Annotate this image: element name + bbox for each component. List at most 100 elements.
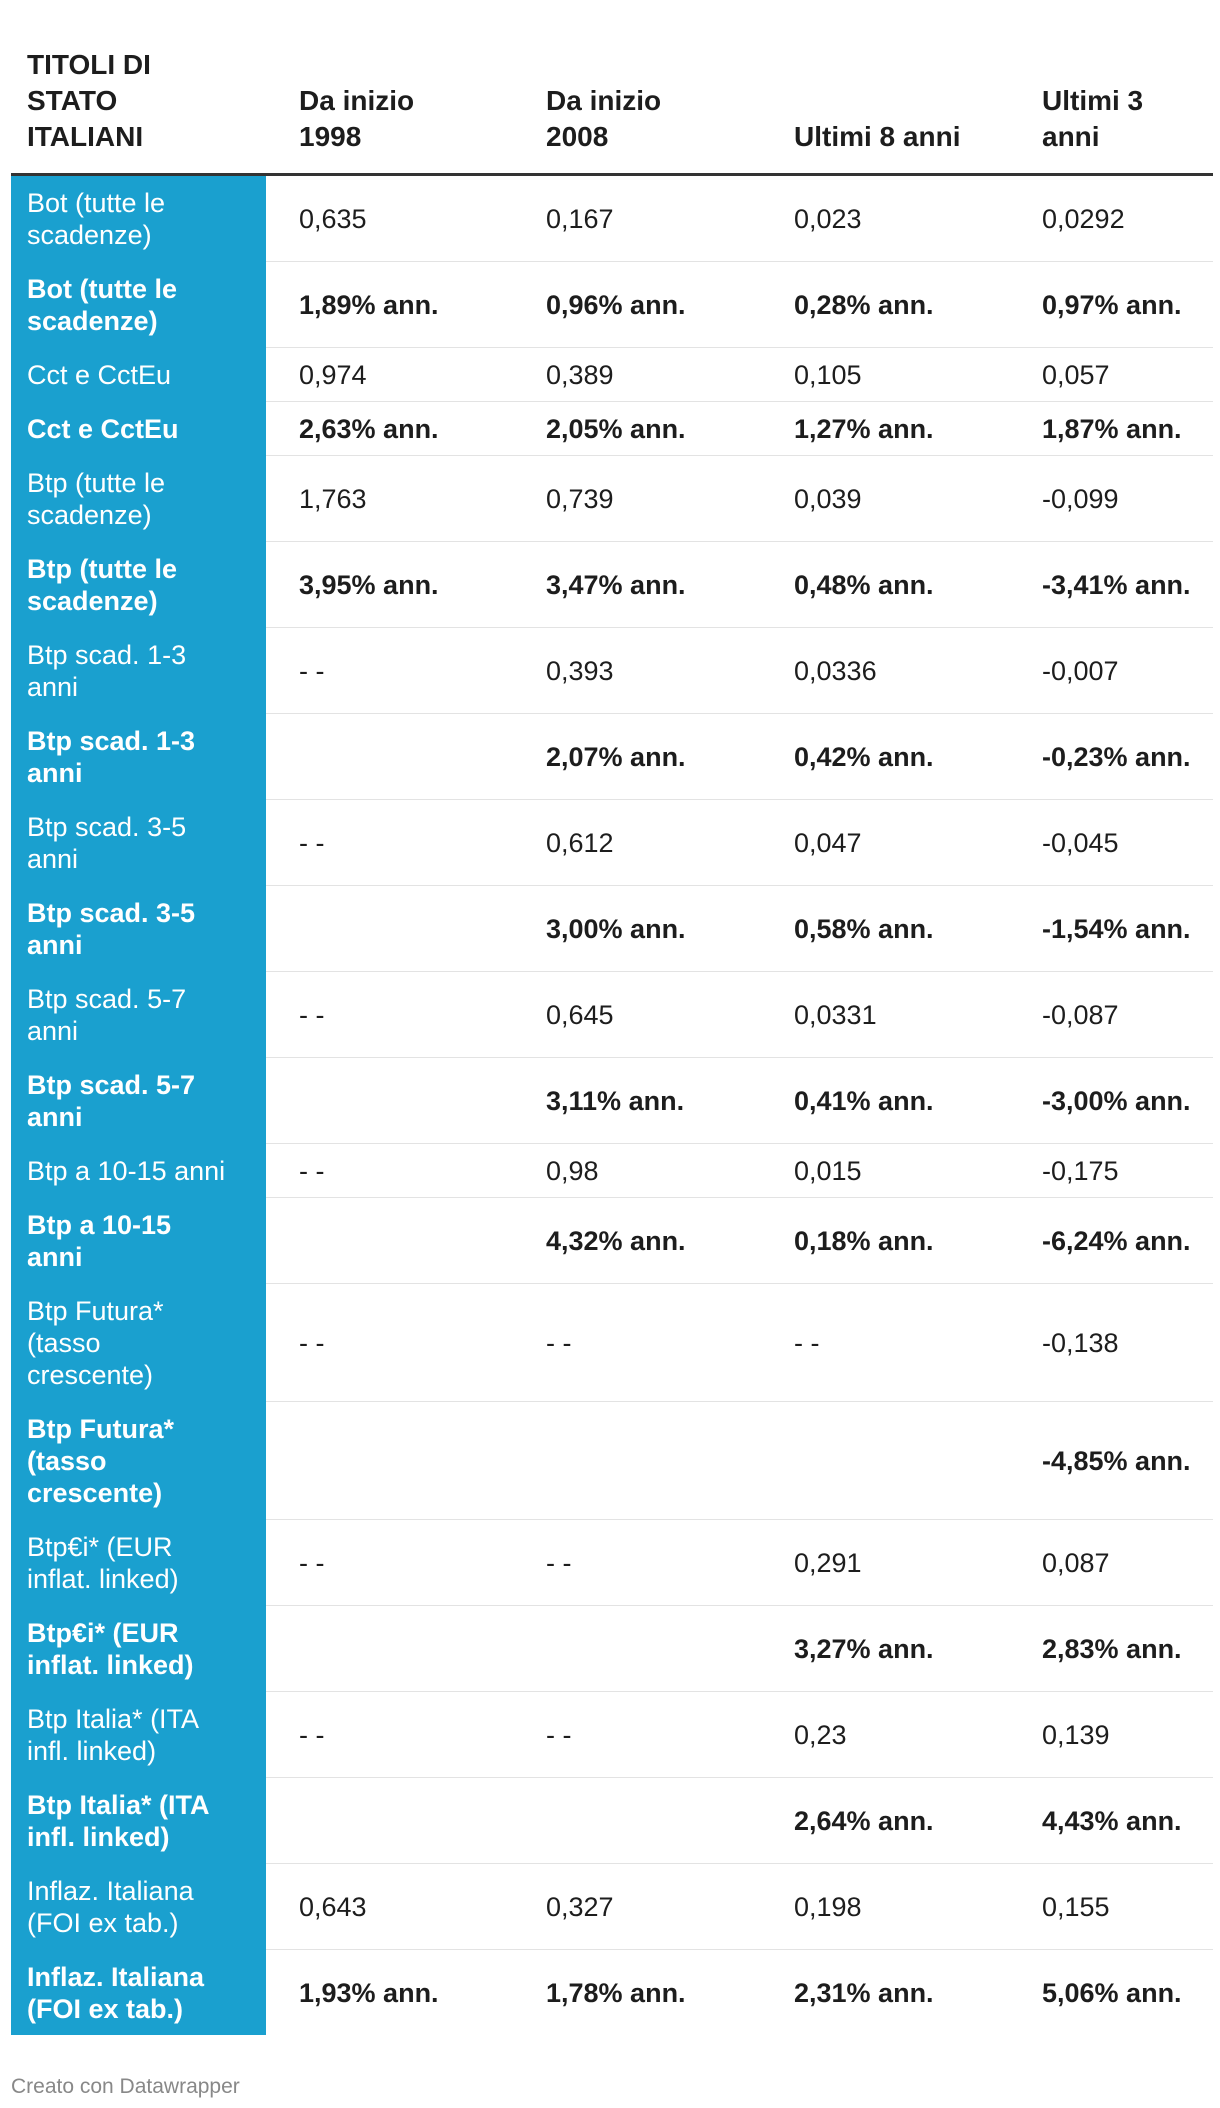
cell-ultimi-3-anni: -0,099: [1009, 456, 1213, 542]
cell-da-inizio-2008: - -: [513, 1520, 761, 1606]
cell-ultimi-3-anni: -0,175: [1009, 1144, 1213, 1198]
table-row: Bot (tutte le scadenze) 1,89% ann. 0,96% a…: [11, 262, 1213, 348]
cell-da-inizio-2008: 2,07% ann.: [513, 714, 761, 800]
cell-ultimi-8-anni: 0,58% ann.: [761, 886, 1009, 972]
table-row: Inflaz. Italiana (FOI ex tab.) 1,93% ann.…: [11, 1950, 1213, 2035]
cell-da-inizio-2008: [513, 1778, 761, 1864]
table-header: TITOLI DI STATO ITALIANI Da inizio 1998 …: [11, 0, 1213, 176]
cell-ultimi-8-anni: 0,0336: [761, 628, 1009, 714]
cell-da-inizio-1998: - -: [266, 1144, 513, 1198]
cell-ultimi-3-anni: -0,138: [1009, 1284, 1213, 1402]
cell-da-inizio-1998: [266, 1402, 513, 1520]
row-label: Btp Futura* (tasso crescente): [11, 1284, 266, 1402]
cell-da-inizio-2008: - -: [513, 1284, 761, 1402]
table-row: Btp (tutte le scadenze) 3,95% ann. 3,47% a…: [11, 542, 1213, 628]
cell-ultimi-3-anni: -0,23% ann.: [1009, 714, 1213, 800]
cell-ultimi-3-anni: 0,97% ann.: [1009, 262, 1213, 348]
cell-da-inizio-1998: [266, 886, 513, 972]
cell-ultimi-8-anni: 0,0331: [761, 972, 1009, 1058]
table-row: Btp Futura* (tasso crescente) -4,85% ann.: [11, 1402, 1213, 1520]
table-row: Btp Futura* (tasso crescente) - -- -- - -0…: [11, 1284, 1213, 1402]
table-row: Btp scad. 5-7 anni 3,11% ann. 0,41% ann. -3…: [11, 1058, 1213, 1144]
cell-ultimi-8-anni: 0,291: [761, 1520, 1009, 1606]
cell-da-inizio-1998: 2,63% ann.: [266, 402, 513, 456]
cell-da-inizio-2008: - -: [513, 1692, 761, 1778]
table-row: Btp€i* (EUR inflat. linked) - -- -0,291 0,…: [11, 1520, 1213, 1606]
row-label: Btp (tutte le scadenze): [11, 542, 266, 628]
cell-da-inizio-1998: [266, 1778, 513, 1864]
row-label: Cct e CctEu: [11, 402, 266, 456]
row-label: Btp scad. 5-7 anni: [11, 1058, 266, 1144]
cell-da-inizio-2008: 3,11% ann.: [513, 1058, 761, 1144]
cell-da-inizio-1998: 0,974: [266, 348, 513, 402]
table-row: Btp scad. 3-5 anni 3,00% ann. 0,58% ann. -1…: [11, 886, 1213, 972]
cell-ultimi-8-anni: 1,27% ann.: [761, 402, 1009, 456]
table-row: Bot (tutte le scadenze) 0,635 0,167 0,023 0,…: [11, 176, 1213, 262]
cell-ultimi-3-anni: 0,057: [1009, 348, 1213, 402]
header-ultimi-3-anni: Ultimi 3 anni: [1009, 0, 1213, 176]
footer-credit-link[interactable]: Creato con Datawrapper: [11, 2075, 240, 2098]
table-row: Btp a 10-15 anni 4,32% ann. 0,18% ann. -6,2…: [11, 1198, 1213, 1284]
cell-ultimi-3-anni: 4,43% ann.: [1009, 1778, 1213, 1864]
cell-da-inizio-2008: 0,393: [513, 628, 761, 714]
cell-da-inizio-2008: 1,78% ann.: [546, 1978, 686, 2008]
cell-da-inizio-1998: - -: [266, 972, 513, 1058]
cell-da-inizio-2008: 0,645: [513, 972, 761, 1058]
header-ultimi-8-anni: Ultimi 8 anni: [761, 0, 1009, 176]
cell-ultimi-8-anni: 0,42% ann.: [761, 714, 1009, 800]
row-label: Btp (tutte le scadenze): [11, 456, 266, 542]
header-da-inizio-2008: Da inizio 2008: [513, 0, 761, 176]
cell-da-inizio-1998: 1,89% ann.: [266, 262, 513, 348]
cell-ultimi-8-anni: 2,64% ann.: [761, 1778, 1009, 1864]
cell-da-inizio-1998: 1,93% ann.: [299, 1978, 439, 2008]
cell-ultimi-8-anni: - -: [761, 1284, 1009, 1402]
cell-da-inizio-2008: 0,327: [513, 1864, 761, 1950]
table-row: Btp (tutte le scadenze) 1,763 0,739 0,039 -0…: [11, 456, 1213, 542]
cell-ultimi-8-anni: 0,41% ann.: [761, 1058, 1009, 1144]
cell-da-inizio-1998: - -: [266, 1692, 513, 1778]
cell-da-inizio-2008: 0,96% ann.: [513, 262, 761, 348]
cell-ultimi-8-anni: 0,039: [761, 456, 1009, 542]
cell-da-inizio-1998: [266, 1058, 513, 1144]
cell-da-inizio-1998: 3,95% ann.: [266, 542, 513, 628]
table-row: Inflaz. Italiana (FOI ex tab.) 0,643 0,327…: [11, 1864, 1213, 1950]
table-row: Cct e CctEu 0,974 0,389 0,105 0,057: [11, 348, 1213, 402]
cell-da-inizio-1998: - -: [266, 1284, 513, 1402]
cell-da-inizio-1998: - -: [266, 800, 513, 886]
table-row: Btp scad. 3-5 anni - -0,612 0,047 -0,045: [11, 800, 1213, 886]
table-row: Cct e CctEu 2,63% ann. 2,05% ann. 1,27% ann…: [11, 402, 1213, 456]
row-label: Btp scad. 1-3 anni: [11, 628, 266, 714]
row-label: Btp a 10-15 anni: [11, 1198, 266, 1284]
table-row: Btp scad. 1-3 anni 2,07% ann. 0,42% ann. -0…: [11, 714, 1213, 800]
cell-ultimi-3-anni: -1,54% ann.: [1009, 886, 1213, 972]
row-label: Btp a 10-15 anni: [11, 1144, 266, 1198]
row-label: Bot (tutte le scadenze): [11, 262, 266, 348]
row-label: Btp scad. 3-5 anni: [11, 800, 266, 886]
cell-da-inizio-1998: 0,635: [266, 176, 513, 262]
header-row: TITOLI DI STATO ITALIANI Da inizio 1998 …: [11, 0, 1213, 176]
cell-da-inizio-1998: - -: [266, 628, 513, 714]
cell-ultimi-3-anni: 0,0292: [1009, 176, 1213, 262]
cell-ultimi-8-anni: 0,105: [761, 348, 1009, 402]
table-row: Btp scad. 1-3 anni - -0,393 0,0336 -0,007: [11, 628, 1213, 714]
row-label: Btp€i* (EUR inflat. linked): [11, 1520, 266, 1606]
cell-da-inizio-1998: [266, 1198, 513, 1284]
cell-da-inizio-2008: 0,167: [513, 176, 761, 262]
table-body: Bot (tutte le scadenze) 0,635 0,167 0,023 0,…: [11, 176, 1213, 2035]
cell-ultimi-3-anni: 0,087: [1009, 1520, 1213, 1606]
cell-ultimi-8-anni: 0,23: [761, 1692, 1009, 1778]
cell-da-inizio-2008: 3,47% ann.: [513, 542, 761, 628]
row-label: Btp scad. 1-3 anni: [11, 714, 266, 800]
row-label: Cct e CctEu: [11, 348, 266, 402]
row-label: Inflaz. Italiana (FOI ex tab.): [11, 1950, 266, 2035]
table-row: Btp scad. 5-7 anni - -0,645 0,0331 -0,087: [11, 972, 1213, 1058]
cell-ultimi-8-anni: 0,023: [761, 176, 1009, 262]
cell-da-inizio-1998: - -: [266, 1520, 513, 1606]
cell-ultimi-3-anni: -6,24% ann.: [1009, 1198, 1213, 1284]
cell-da-inizio-2008: [513, 1606, 761, 1692]
cell-da-inizio-2008: 0,98: [513, 1144, 761, 1198]
bond-returns-table: TITOLI DI STATO ITALIANI Da inizio 1998 …: [11, 0, 1213, 2035]
cell-da-inizio-1998: 0,643: [266, 1864, 513, 1950]
cell-ultimi-8-anni: 0,18% ann.: [761, 1198, 1009, 1284]
cell-ultimi-8-anni: 0,28% ann.: [761, 262, 1009, 348]
